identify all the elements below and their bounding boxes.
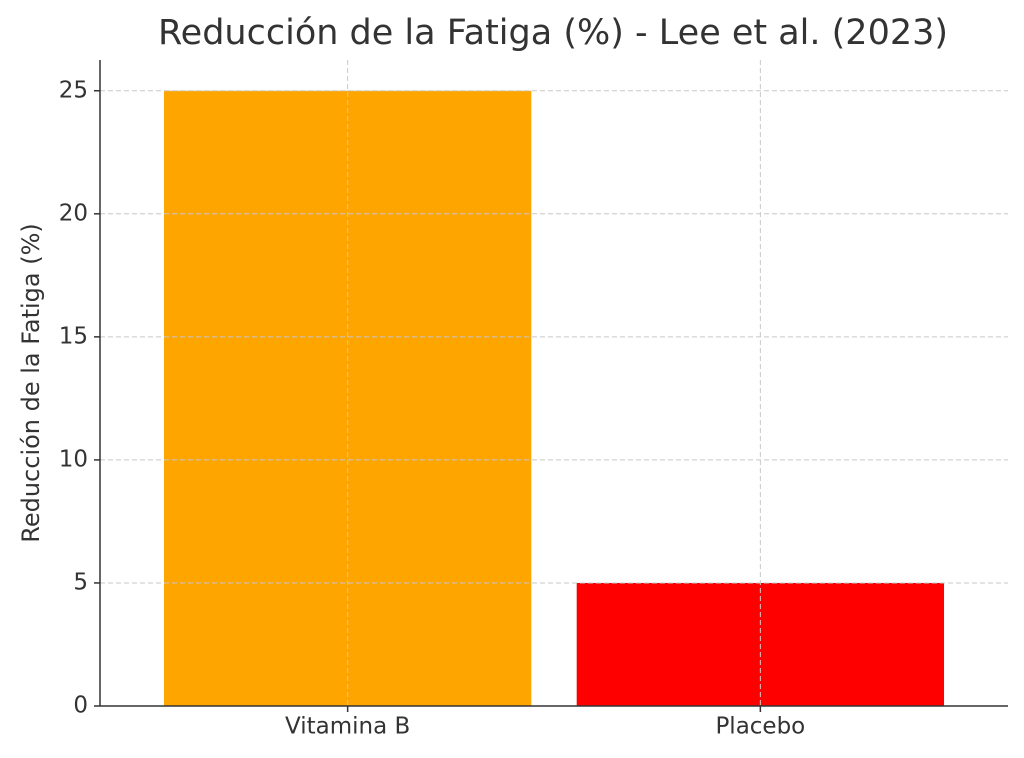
- y-tick-label: 20: [59, 200, 88, 226]
- y-tick-label: 25: [59, 77, 88, 103]
- y-tick-label: 10: [59, 446, 88, 472]
- x-tick-label: Placebo: [715, 714, 805, 740]
- x-tick-label: Vitamina B: [285, 714, 410, 740]
- chart-title: Reducción de la Fatiga (%) - Lee et al. …: [158, 13, 948, 53]
- y-tick-label: 5: [73, 569, 88, 595]
- y-tick-label: 0: [73, 693, 88, 719]
- y-tick-label: 15: [59, 323, 88, 349]
- y-axis-label: Reducción de la Fatiga (%): [17, 223, 45, 543]
